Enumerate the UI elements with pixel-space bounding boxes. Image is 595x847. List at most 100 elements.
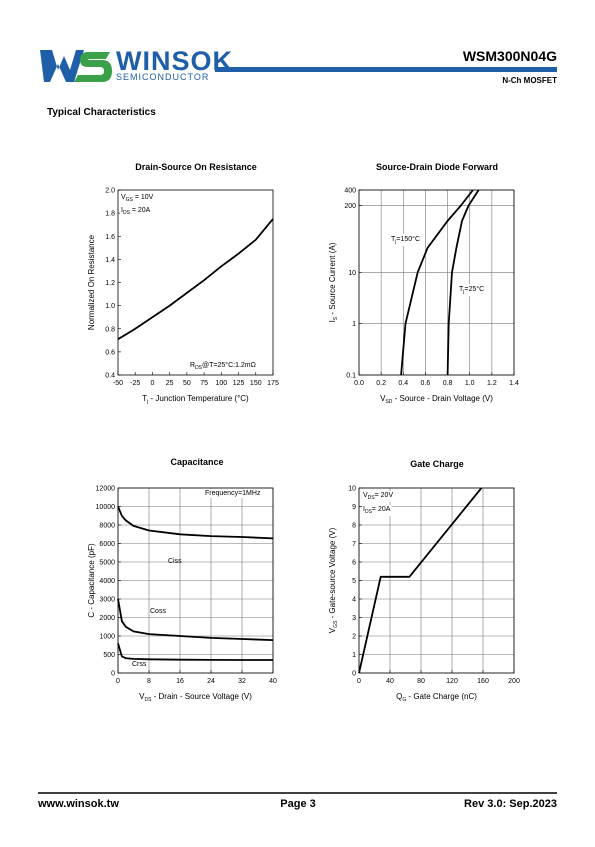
text-part: V <box>328 627 337 633</box>
y-axis-label: C - Capacitance (pF) <box>87 543 96 618</box>
footer-right: Rev 3.0: Sep.2023 <box>464 798 557 810</box>
y-tick-label: 0.6 <box>105 349 115 356</box>
plot-frame <box>358 487 515 674</box>
plot-frame <box>358 189 515 376</box>
subscript: GS <box>333 620 339 628</box>
label-background <box>362 491 395 502</box>
y-tick-label: 3 <box>352 615 356 622</box>
subscript: SD <box>385 399 392 405</box>
text-part: Normalized On Resistance <box>87 234 96 330</box>
annotation: Frequency=1MHz <box>205 490 261 497</box>
y-tick-label: 2.0 <box>105 188 115 195</box>
series-label: Coss <box>150 608 166 615</box>
y-tick-label: 1.8 <box>105 211 115 218</box>
y-axis-label: Normalized On Resistance <box>87 234 96 330</box>
x-tick-label: -25 <box>130 380 140 387</box>
chart-title: Gate Charge <box>410 459 464 469</box>
y-tick-label: 1 <box>352 321 356 328</box>
series-label: Tj=150°C <box>391 235 420 245</box>
text-part: I <box>328 320 337 322</box>
text-part: - Junction Temperature (°C) <box>148 394 249 403</box>
text-part: = 20A <box>130 207 151 214</box>
annotation: IDS = 20A <box>121 207 151 216</box>
text-part: - Gate-source Voltage (V) <box>328 527 337 620</box>
y-tick-label: 3000 <box>99 597 115 604</box>
x-tick-label: 0 <box>357 678 361 685</box>
chart-title: Source-Drain Diode Forward <box>376 162 498 172</box>
y-tick-label: 8000 <box>99 523 115 530</box>
x-tick-label: 1.2 <box>487 380 497 387</box>
x-tick-label: 0.2 <box>376 380 386 387</box>
x-tick-label: 24 <box>207 678 215 685</box>
text-part: - Source Current (A) <box>328 242 337 317</box>
text-part: T <box>142 394 147 403</box>
plot-frame <box>117 487 274 674</box>
x-tick-label: 160 <box>477 678 489 685</box>
section-title: Typical Characteristics <box>47 107 156 118</box>
x-tick-label: 0.8 <box>443 380 453 387</box>
annotation: RDS@T=25°C:1.2mΩ <box>190 361 256 371</box>
subscript: j <box>462 289 464 295</box>
text-part: = 20V <box>375 492 394 499</box>
subscript: DS <box>195 365 203 371</box>
y-tick-label: 12000 <box>96 486 116 493</box>
x-axis-label: VSD - Source - Drain Voltage (V) <box>380 394 493 405</box>
data-line <box>117 218 274 340</box>
x-axis-label: VDS - Drain - Source Voltage (V) <box>139 692 252 703</box>
device-type: N-Ch MOSFET <box>502 76 557 85</box>
y-tick-label: 0.4 <box>105 373 115 380</box>
x-tick-label: 1.4 <box>509 380 519 387</box>
y-tick-label: 10 <box>348 486 356 493</box>
subscript: DS <box>368 495 376 501</box>
subscript: S <box>333 316 339 320</box>
y-tick-label: 9 <box>352 504 356 511</box>
x-tick-label: 125 <box>233 380 245 387</box>
x-tick-label: 0 <box>116 678 120 685</box>
text-part: =150°C <box>396 235 420 243</box>
y-tick-label: 4 <box>352 597 356 604</box>
text-part: C - Capacitance (pF) <box>87 543 96 618</box>
text-part: I <box>121 207 123 214</box>
y-tick-label: 400 <box>344 188 356 195</box>
y-tick-label: 2 <box>352 634 356 641</box>
plot-frame <box>117 189 274 376</box>
x-tick-label: 40 <box>269 678 277 685</box>
annotation: IDS= 20A <box>363 506 391 515</box>
text-part: - Gate Charge (nC) <box>406 692 477 701</box>
data-line <box>446 189 480 376</box>
footer-center: Page 3 <box>280 798 315 810</box>
text-part: V <box>380 394 386 403</box>
y-tick-label: 1.6 <box>105 234 115 241</box>
chart-title: Drain-Source On Resistance <box>135 162 257 172</box>
y-tick-label: 6000 <box>99 541 115 548</box>
y-tick-label: 5000 <box>99 560 115 567</box>
y-tick-label: 0 <box>111 671 115 678</box>
x-tick-label: 25 <box>166 380 174 387</box>
label-background <box>458 284 486 296</box>
x-tick-label: 0.6 <box>421 380 431 387</box>
y-tick-label: 500 <box>103 652 115 659</box>
y-tick-label: 1.0 <box>105 303 115 310</box>
x-tick-label: 200 <box>508 678 520 685</box>
subscript: G <box>402 697 406 703</box>
y-tick-label: 0.1 <box>346 373 356 380</box>
subscript: GS <box>126 197 134 203</box>
data-line <box>358 487 483 674</box>
chart-title: Capacitance <box>170 457 223 467</box>
footer-left: www.winsok.tw <box>37 798 119 810</box>
text-part: =25°C <box>464 285 484 293</box>
x-tick-label: 1.0 <box>465 380 475 387</box>
logo-subtext: SEMICONDUCTOR <box>116 72 209 82</box>
label-background <box>189 360 257 372</box>
header-bar <box>215 67 557 72</box>
subscript: j <box>146 399 148 405</box>
x-tick-label: 175 <box>267 380 279 387</box>
y-tick-label: 0.8 <box>105 326 115 333</box>
y-tick-label: 1 <box>352 652 356 659</box>
y-tick-label: 1.2 <box>105 280 115 287</box>
text-part: - Drain - Source Voltage (V) <box>151 692 252 701</box>
subscript: DS <box>123 210 131 216</box>
x-tick-label: 100 <box>215 380 227 387</box>
